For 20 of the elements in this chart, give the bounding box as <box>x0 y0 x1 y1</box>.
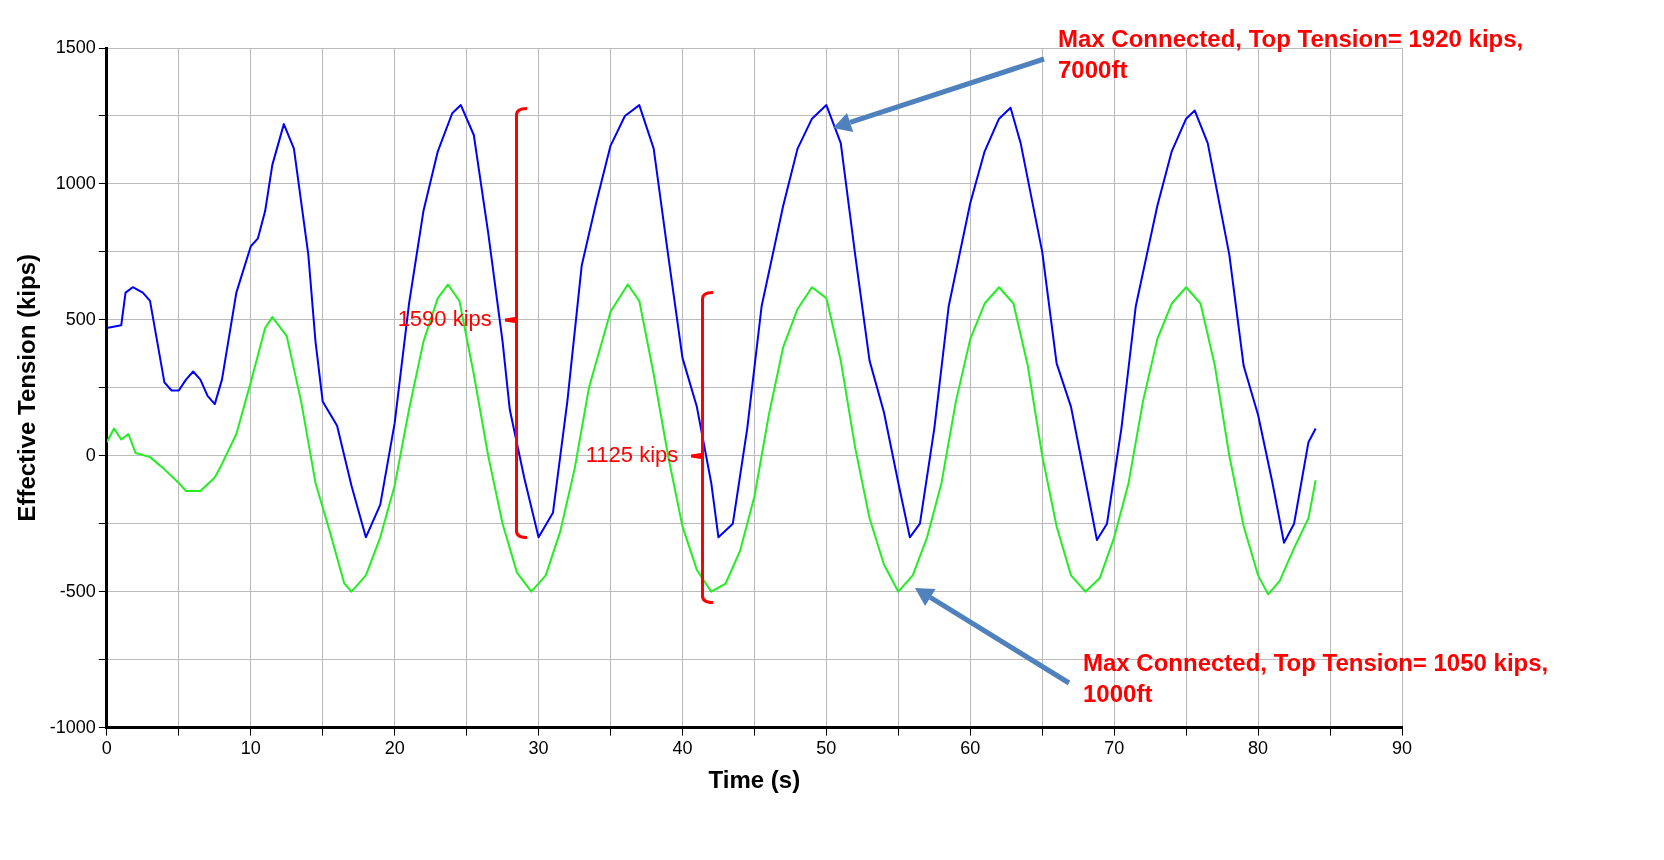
y-tick-label: 1500 <box>55 36 96 57</box>
x-tick-label: 80 <box>1248 738 1269 759</box>
y-tick-label: 1000 <box>55 172 96 193</box>
y-tick-label: -500 <box>59 580 96 601</box>
x-tick-label: 40 <box>672 738 693 759</box>
annotation: Max Connected, Top Tension= 1920 kips, 7000ft <box>1058 24 1524 83</box>
x-tick-label: 20 <box>384 738 405 759</box>
x-tick-label: 60 <box>960 738 981 759</box>
annotation: Max Connected, Top Tension= 1050 kips, 1000ft <box>1083 648 1549 707</box>
y-axis-title: Effective Tension (kips) <box>13 254 41 522</box>
y-tick-label: 0 <box>85 444 96 465</box>
y-tick-label: -1000 <box>49 716 96 737</box>
x-tick-label: 50 <box>816 738 837 759</box>
x-tick-label: 70 <box>1104 738 1125 759</box>
x-tick-label: 90 <box>1391 738 1413 759</box>
x-tick-label: 30 <box>528 738 549 759</box>
x-tick-label: 0 <box>101 738 112 759</box>
y-tick-label: 500 <box>65 308 96 329</box>
x-axis-title: Time (s) <box>708 766 801 794</box>
x-tick-label: 10 <box>240 738 261 759</box>
